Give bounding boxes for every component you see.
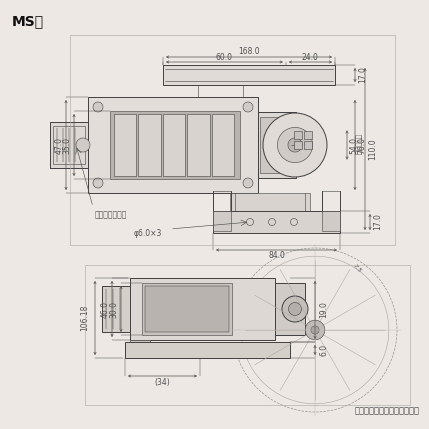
Circle shape (93, 178, 103, 188)
Text: 7.5: 7.5 (352, 263, 363, 273)
Circle shape (278, 127, 313, 163)
Circle shape (243, 178, 253, 188)
Text: 17.0: 17.0 (374, 214, 383, 230)
Text: MS型: MS型 (12, 14, 44, 28)
Text: (34): (34) (154, 378, 170, 387)
Text: 47.0: 47.0 (54, 136, 63, 154)
Text: 6.0: 6.0 (320, 344, 329, 356)
Text: 19.0: 19.0 (320, 302, 329, 318)
Bar (102, 286, 130, 332)
Text: 106.18: 106.18 (81, 305, 90, 331)
Text: 54.0: 54.0 (350, 136, 359, 154)
Circle shape (263, 113, 327, 177)
Circle shape (93, 102, 103, 112)
Bar (187, 114, 210, 176)
Text: メートル用黒ゴム車付の場合: メートル用黒ゴム車付の場合 (355, 406, 420, 415)
Bar (260, 117, 294, 173)
Bar (110, 111, 240, 179)
Circle shape (76, 138, 90, 152)
Text: 60.0: 60.0 (216, 52, 233, 61)
Bar (230, 193, 310, 213)
Circle shape (311, 326, 319, 334)
Text: リセットツマミ: リセットツマミ (95, 211, 127, 220)
Circle shape (288, 138, 302, 152)
Bar (142, 283, 232, 335)
Circle shape (282, 296, 308, 322)
Text: 46.0: 46.0 (100, 300, 109, 317)
Bar (294, 131, 302, 139)
Text: 35.0: 35.0 (63, 136, 72, 154)
Text: 76.0: 76.0 (357, 136, 366, 154)
Bar (125, 342, 290, 358)
Bar (88, 97, 258, 193)
Bar (304, 131, 312, 139)
Bar (114, 114, 136, 176)
Bar (304, 141, 312, 149)
Bar (211, 114, 234, 176)
Bar (163, 114, 185, 176)
Text: 168.0: 168.0 (238, 48, 260, 57)
Bar (130, 278, 275, 340)
Bar (145, 286, 229, 332)
Text: 24.0: 24.0 (302, 52, 319, 61)
Text: 8.0: 8.0 (131, 345, 141, 350)
Text: ベアリング: ベアリング (355, 134, 361, 156)
Circle shape (288, 302, 302, 315)
Circle shape (243, 102, 253, 112)
Text: 17.0: 17.0 (359, 66, 368, 83)
Bar (139, 114, 161, 176)
Text: 84.0: 84.0 (268, 251, 285, 260)
Circle shape (305, 320, 325, 340)
Bar (258, 112, 296, 178)
Bar (213, 211, 231, 231)
Bar (130, 340, 150, 352)
Bar (294, 141, 302, 149)
Text: φ6.0×3: φ6.0×3 (134, 229, 162, 238)
Text: 110.0: 110.0 (369, 138, 378, 160)
Bar (275, 283, 305, 335)
Bar (50, 122, 88, 168)
Bar (163, 65, 335, 85)
Text: 30.0: 30.0 (109, 300, 118, 317)
Bar (53, 126, 85, 164)
Bar (213, 211, 340, 233)
Bar (322, 211, 340, 231)
